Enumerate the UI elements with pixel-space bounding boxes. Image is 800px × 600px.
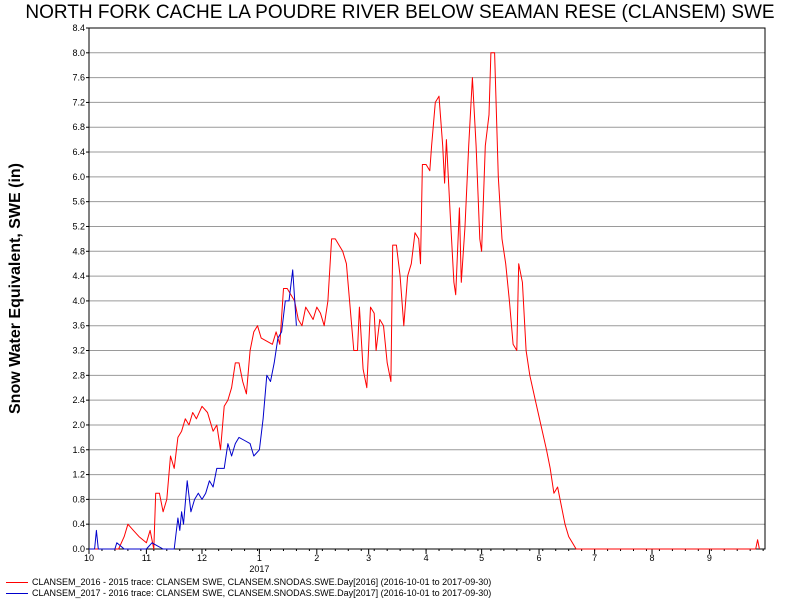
- legend-label-2017: CLANSEM_2017 - 2016 trace: CLANSEM SWE, …: [32, 588, 492, 598]
- legend-swatch-blue: [6, 592, 28, 594]
- legend-swatch-red: [6, 581, 28, 583]
- y-tick-label: 0.4: [72, 519, 85, 529]
- x-tick-label: 8: [650, 553, 655, 563]
- x-tick-label: 3: [366, 553, 371, 563]
- y-tick-label: 4.0: [72, 296, 85, 306]
- y-tick-label: 5.6: [72, 197, 85, 207]
- y-tick-label: 6.4: [72, 147, 85, 157]
- legend-entry-2016: CLANSEM_2016 - 2015 trace: CLANSEM SWE, …: [6, 577, 491, 587]
- x-tick-label: 4: [424, 553, 429, 563]
- x-tick-label: 5: [479, 553, 484, 563]
- y-tick-label: 8.0: [72, 48, 85, 58]
- series-group: [89, 52, 760, 550]
- y-tick-label: 0.0: [72, 544, 85, 554]
- y-tick-label: 1.6: [72, 445, 85, 455]
- x-tick-label: 10: [84, 553, 94, 563]
- y-axis-label: Snow Water Equivalent, SWE (in): [7, 163, 24, 414]
- y-tick-label: 2.0: [72, 420, 85, 430]
- chart-title: NORTH FORK CACHE LA POUDRE RIVER BELOW S…: [25, 2, 775, 23]
- x-tick-label: 7: [592, 553, 597, 563]
- y-tick-label: 7.2: [72, 97, 85, 107]
- y-tick-label: 0.8: [72, 494, 85, 504]
- plot-frame: [88, 27, 766, 550]
- x-tick-label: 12: [197, 553, 207, 563]
- grid: [89, 27, 765, 550]
- y-tick-label: 3.6: [72, 321, 85, 331]
- y-tick-label: 1.2: [72, 470, 85, 480]
- series-line-2017: [89, 269, 297, 550]
- axis-ticks: 0.0 0.4 0.8 1.2 1.6 2.0 2.4 2.8 3.2 3.6 4.0 4.4 4.8 5…: [72, 23, 764, 563]
- y-tick-label: 6.0: [72, 172, 85, 182]
- y-tick-label: 3.2: [72, 346, 85, 356]
- y-tick-label: 7.6: [72, 73, 85, 83]
- y-tick-label: 8.4: [72, 23, 85, 33]
- x-tick-label: 9: [707, 553, 712, 563]
- x-tick-label: 11: [142, 553, 151, 563]
- year-label: 2017: [249, 564, 269, 574]
- y-tick-label: 4.4: [72, 271, 85, 281]
- y-tick-label: 2.8: [72, 370, 85, 380]
- y-tick-label: 5.2: [72, 221, 85, 231]
- y-tick-label: 2.4: [72, 395, 85, 405]
- y-tick-label: 6.8: [72, 122, 85, 132]
- legend-entry-2017: CLANSEM_2017 - 2016 trace: CLANSEM SWE, …: [6, 588, 491, 598]
- legend-label-2016: CLANSEM_2016 - 2015 trace: CLANSEM SWE, …: [32, 577, 492, 587]
- series-line-2016: [89, 52, 760, 550]
- x-tick-label: 6: [537, 553, 542, 563]
- x-tick-label: 2: [314, 553, 319, 563]
- y-tick-label: 4.8: [72, 246, 85, 256]
- x-tick-label: 1: [257, 553, 262, 563]
